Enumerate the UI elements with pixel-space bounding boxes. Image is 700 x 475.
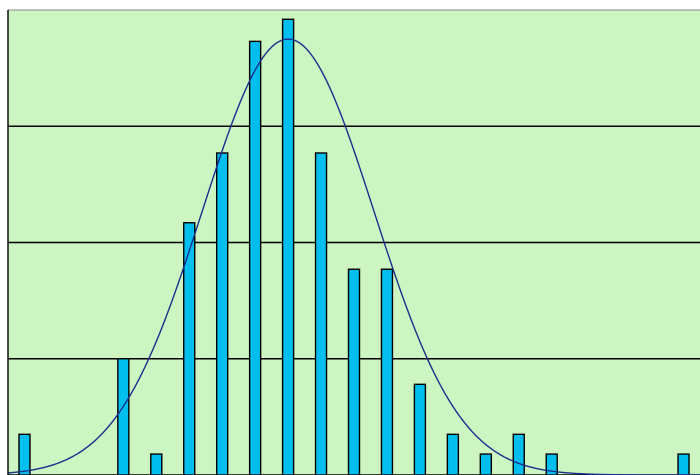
bar <box>479 453 493 475</box>
bars <box>18 18 690 475</box>
normal-curve <box>7 38 700 475</box>
bar <box>347 268 361 475</box>
bar <box>281 18 295 475</box>
bar <box>150 453 163 475</box>
bar <box>677 453 690 475</box>
bar <box>117 358 130 475</box>
bar <box>446 433 460 475</box>
bar <box>512 433 525 475</box>
bar <box>215 152 229 475</box>
bar <box>380 268 394 475</box>
bar <box>183 222 196 475</box>
bar <box>314 152 328 475</box>
bar <box>18 433 31 475</box>
bar <box>413 383 427 475</box>
bar <box>545 453 558 475</box>
bar <box>248 40 262 475</box>
